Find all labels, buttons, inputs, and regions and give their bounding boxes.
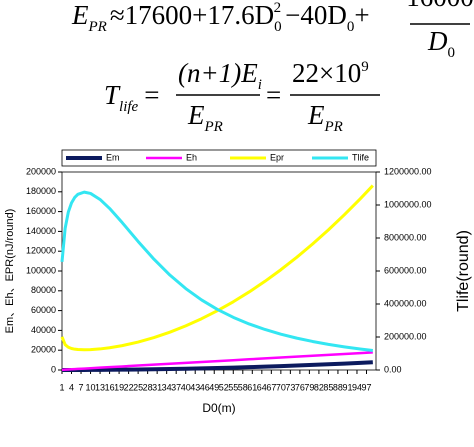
- equation-2: Tlife = (n+1)Ei EPR = 22×109 EPR: [104, 58, 380, 135]
- eq-sup: 2: [274, 0, 282, 16]
- eq-equals: =: [266, 80, 281, 110]
- equation-1: EPR≈17600+17.6D02−40D0+ 16000 D0: [71, 0, 474, 61]
- equation-text: EPR ≈17600+17.6D02 −40D0+: [71, 0, 370, 35]
- series-line: [60, 190, 374, 353]
- eq-sub: PR: [204, 119, 223, 135]
- x-tick-label: 16: [105, 382, 115, 392]
- x-tick-label: 4: [69, 382, 74, 392]
- x-tick-label: 25: [133, 382, 143, 392]
- eq-sub: life: [119, 99, 139, 115]
- y-axis-label: Em、Eh、EPR(nJ/round): [4, 209, 16, 334]
- legend-label: Eh: [186, 152, 197, 162]
- eq-symbol: E: [187, 100, 205, 130]
- legend-label: Epr: [270, 152, 284, 162]
- x-tick-label: 40: [181, 382, 191, 392]
- eq-symbol: E: [71, 0, 89, 30]
- y-tick-label: 100000: [26, 265, 56, 275]
- eq-term: −40D: [285, 0, 347, 30]
- x-tick-label: 37: [171, 382, 181, 392]
- eq-symbol: T: [104, 80, 121, 110]
- x-tick-label: 58: [238, 382, 248, 392]
- eq-symbol: D: [427, 26, 448, 56]
- eq-term: (n+1)E: [178, 58, 258, 88]
- y2-tick-label: 1200000.00: [384, 166, 432, 176]
- eq-equals: =: [144, 80, 159, 110]
- legend-box: [61, 149, 377, 167]
- y2-tick-label: 0.00: [384, 364, 402, 374]
- eq-sub: PR: [88, 19, 107, 35]
- x-tick-label: 49: [209, 382, 219, 392]
- x-tick-label: 46: [200, 382, 210, 392]
- eq-sup: 9: [361, 59, 369, 75]
- eq-sub: i: [258, 77, 262, 93]
- legend-label: Em: [106, 152, 120, 162]
- eq-denominator: EPR: [187, 100, 223, 135]
- y-tick-label: 160000: [26, 206, 56, 216]
- y-tick-label: 20000: [31, 345, 56, 355]
- x-tick-label: 97: [361, 382, 371, 392]
- y-tick-label: 0: [51, 364, 56, 374]
- x-tick-label: 1: [59, 382, 64, 392]
- y2-tick-label: 400000.00: [384, 298, 427, 308]
- x-tick-label: 10: [86, 382, 96, 392]
- eq-symbol: E: [307, 100, 325, 130]
- y-tick-label: 60000: [31, 305, 56, 315]
- y-tick-label: 40000: [31, 325, 56, 335]
- x-tick-label: 79: [304, 382, 314, 392]
- y-tick-label: 140000: [26, 226, 56, 236]
- equation-text: Tlife =: [104, 80, 159, 115]
- eq-numerator: 16000: [406, 0, 474, 12]
- legend-label: Tlife: [352, 152, 369, 162]
- eq-sub: 0: [448, 45, 456, 61]
- y-tick-label: 80000: [31, 285, 56, 295]
- x-tick-label: 13: [95, 382, 105, 392]
- eq-term: +: [354, 0, 369, 30]
- x-tick-label: 91: [342, 382, 352, 392]
- x-tick-label: 55: [228, 382, 238, 392]
- x-tick-label: 64: [257, 382, 267, 392]
- eq-sub: 0: [347, 19, 355, 35]
- x-tick-label: 31: [152, 382, 162, 392]
- x-tick-label: 43: [190, 382, 200, 392]
- chart: 0 20000 40000 60000 80000 100000 120000 140000 1…: [4, 152, 472, 415]
- x-tick-label: 88: [333, 382, 343, 392]
- x-tick-label: 76: [295, 382, 305, 392]
- x-tick-label: 73: [285, 382, 295, 392]
- plot-frame: [61, 171, 377, 371]
- x-tick-label: 28: [143, 382, 153, 392]
- x-tick-label: 94: [352, 382, 362, 392]
- eq-numerator: 22×109: [292, 58, 369, 88]
- y2-axis-label: Tlife(round): [455, 230, 472, 312]
- series-line: [61, 351, 373, 372]
- y-tick-label: 200000: [26, 166, 56, 176]
- eq-denominator: EPR: [307, 100, 343, 135]
- x-tick-label: 19: [114, 382, 124, 392]
- x-tick-label: 85: [323, 382, 333, 392]
- eq-numerator: (n+1)Ei: [178, 58, 262, 93]
- y2-tick-label: 1000000.00: [384, 199, 432, 209]
- eq-sub: 0: [274, 19, 282, 35]
- y2-tick-label: 800000.00: [384, 232, 427, 242]
- eq-term: 22×10: [292, 58, 361, 88]
- x-tick-label: 82: [314, 382, 324, 392]
- y-tick-label: 120000: [26, 246, 56, 256]
- x-tick-label: 70: [276, 382, 286, 392]
- y-tick-label: 180000: [26, 186, 56, 196]
- series-line: [60, 184, 374, 352]
- x-tick-label: 7: [79, 382, 84, 392]
- eq-term: ≈17600+17.6D: [110, 0, 274, 30]
- x-tick-label: 34: [162, 382, 172, 392]
- x-axis-label: D0(m): [202, 401, 235, 415]
- x-tick-label: 52: [219, 382, 229, 392]
- x-tick-label: 67: [266, 382, 276, 392]
- y2-tick-label: 600000.00: [384, 265, 427, 275]
- eq-sub: PR: [324, 119, 343, 135]
- x-tick-label: 61: [247, 382, 257, 392]
- y2-tick-label: 200000.00: [384, 331, 427, 341]
- x-tick-label: 22: [124, 382, 134, 392]
- eq-denominator: D0: [427, 26, 455, 61]
